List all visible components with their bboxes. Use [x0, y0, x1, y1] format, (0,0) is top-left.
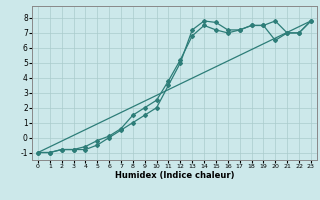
X-axis label: Humidex (Indice chaleur): Humidex (Indice chaleur): [115, 171, 234, 180]
